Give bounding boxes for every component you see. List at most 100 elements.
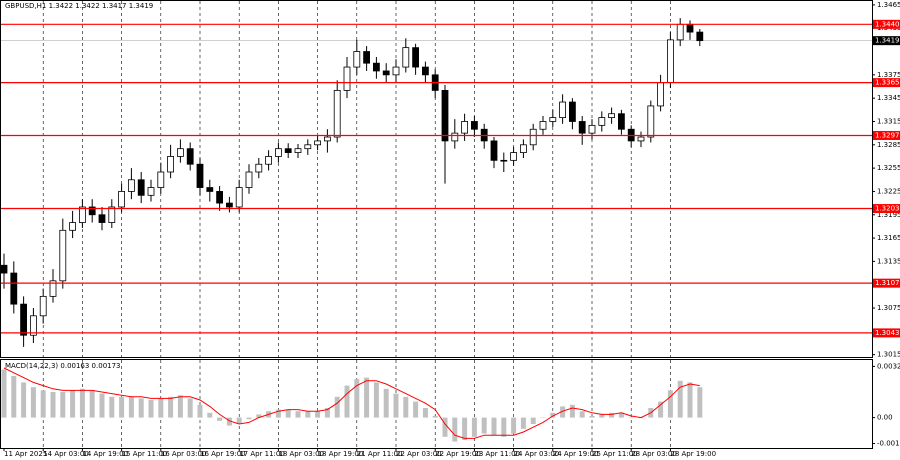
macd-bar: [119, 396, 125, 418]
macd-bar: [158, 398, 164, 418]
candle-body: [520, 144, 527, 153]
macd-bar: [315, 411, 321, 418]
candle-body: [157, 171, 165, 188]
y-tick-label: 1.3195: [877, 211, 900, 219]
macd-bar: [491, 417, 497, 436]
candle-body: [59, 229, 67, 282]
macd-bar: [354, 379, 360, 418]
candle-body: [667, 39, 674, 84]
candle-body: [255, 163, 263, 173]
macd-bar: [530, 417, 536, 424]
candle-body: [88, 206, 96, 216]
x-tick-label: 23 Apr 11:00: [474, 450, 520, 458]
candle-body: [225, 202, 233, 208]
candle-body: [333, 89, 341, 138]
macd-bar: [364, 377, 370, 418]
macd-bar: [168, 396, 174, 418]
x-tick-label: 22 Apr 03:00: [396, 450, 442, 458]
candle-body: [79, 206, 86, 223]
macd-bar: [1, 369, 7, 418]
x-tick-label: 24 Apr 03:00: [514, 450, 560, 458]
macd-bar: [373, 382, 379, 418]
macd-bar: [589, 416, 595, 418]
candle-body: [696, 31, 704, 42]
candle-body: [69, 222, 76, 231]
x-tick-label: 16 Apr 03:00: [161, 450, 207, 458]
macd-bar: [520, 417, 526, 429]
candle-body: [314, 140, 322, 146]
candle-body: [578, 121, 586, 134]
macd-bar: [70, 390, 76, 418]
macd-bar: [187, 398, 193, 418]
macd-bar: [471, 417, 477, 437]
macd-bar: [128, 396, 134, 418]
candle-body: [686, 23, 694, 33]
x-tick-label: 21 Apr 11:00: [357, 450, 403, 458]
x-tick-label: 22 Apr 19:00: [435, 450, 481, 458]
macd-bar: [197, 404, 203, 418]
candle-body: [353, 51, 361, 68]
macd-bar: [236, 417, 242, 424]
candle-body: [323, 136, 331, 142]
y-tick-label: 0.00: [877, 414, 893, 422]
macd-bar: [569, 404, 575, 418]
candle-body: [0, 264, 8, 274]
candle-body: [382, 70, 390, 76]
macd-bar: [452, 417, 458, 442]
macd-bar: [422, 408, 428, 418]
candle-body: [265, 156, 273, 165]
level-label-box: [873, 130, 900, 140]
x-tick-label: 18 Apr 19:00: [318, 450, 364, 458]
candle-body: [284, 148, 292, 153]
level-label-box: [873, 204, 900, 214]
level-label: 1.3365: [875, 79, 900, 87]
last-price-box: [873, 36, 900, 46]
candle-body: [402, 47, 410, 68]
level-label: 1.3107: [875, 279, 900, 287]
macd-bar: [11, 376, 17, 418]
macd-bar: [50, 392, 56, 418]
macd-bar: [540, 417, 546, 419]
candle-body: [118, 191, 125, 208]
candle-body: [196, 163, 204, 188]
macd-bar: [687, 382, 693, 418]
candle-body: [176, 148, 184, 157]
x-tick-label: 14 Apr 03:00: [43, 450, 89, 458]
y-tick-label: 1.3225: [877, 187, 900, 195]
candle-body: [206, 187, 214, 192]
candle-body: [372, 62, 380, 72]
macd-bar: [324, 408, 330, 418]
candle-body: [147, 187, 155, 196]
macd-bar: [511, 417, 517, 434]
candle-body: [137, 179, 145, 196]
x-tick-label: 25 Apr 11:00: [592, 450, 638, 458]
macd-bar: [177, 395, 183, 418]
macd-bar: [403, 396, 409, 418]
candle-body: [539, 121, 547, 130]
candle-body: [470, 121, 478, 130]
macd-bar: [226, 417, 232, 426]
level-label: 1.3043: [875, 329, 900, 337]
x-tick-label: 17 Apr 11:00: [239, 450, 285, 458]
level-label-box: [873, 19, 900, 29]
x-tick-label: 28 Apr 19:00: [670, 450, 716, 458]
macd-bar: [609, 412, 615, 418]
y-tick-label: 1.3375: [877, 71, 900, 79]
x-tick-label: 11 Apr 2025: [4, 450, 47, 458]
candle-body: [490, 140, 498, 161]
x-tick-label: 16 Apr 19:00: [200, 450, 246, 458]
y-tick-label: 1.3345: [877, 94, 900, 102]
candle-body: [39, 295, 47, 317]
x-tick-label: 24 Apr 19:00: [553, 450, 599, 458]
candle-body: [235, 187, 243, 208]
last-price-label: 1.3419: [875, 37, 900, 45]
candle-body: [294, 148, 302, 153]
macd-bar: [393, 393, 399, 418]
level-label-box: [873, 328, 900, 338]
candle-body: [676, 23, 684, 41]
candle-body: [569, 101, 576, 122]
macd-bar: [383, 388, 389, 418]
macd-bar: [560, 406, 566, 418]
candle-body: [392, 66, 400, 76]
level-label: 1.3297: [875, 131, 900, 139]
